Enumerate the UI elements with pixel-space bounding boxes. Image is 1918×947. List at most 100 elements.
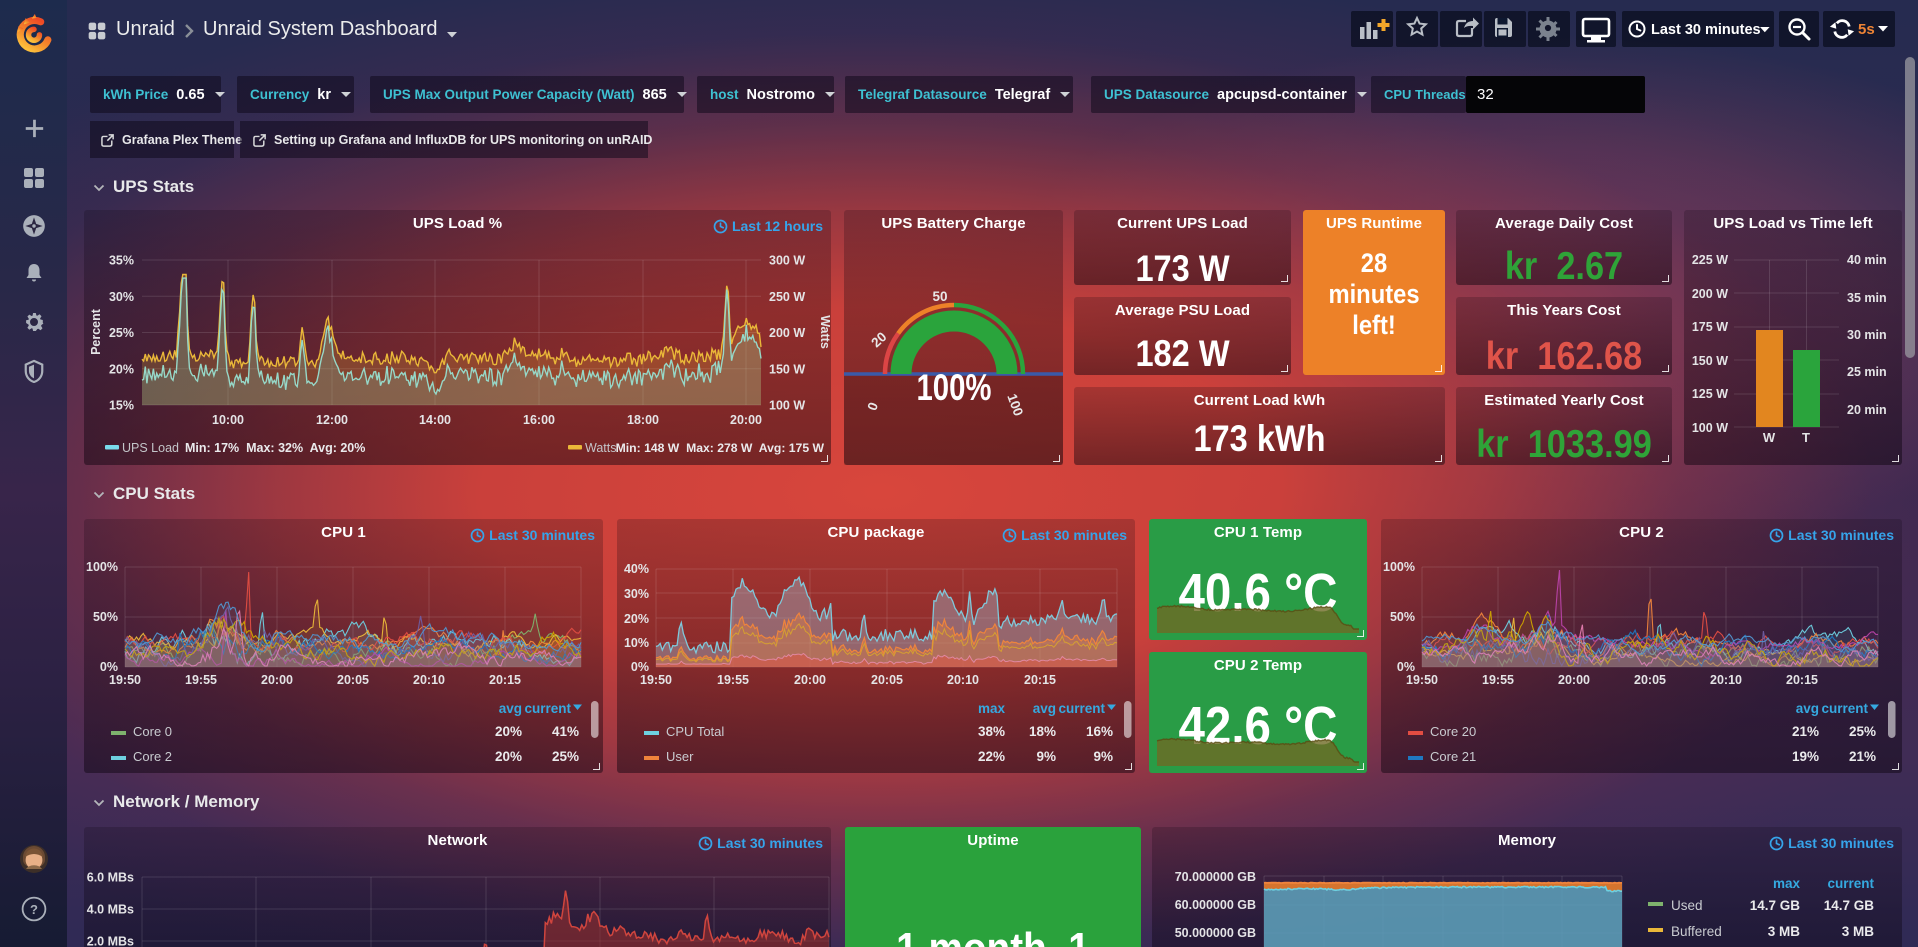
svg-text:9%: 9% — [1036, 749, 1056, 764]
svg-text:18:00: 18:00 — [627, 413, 659, 427]
svg-text:19:55: 19:55 — [185, 673, 217, 687]
svg-text:225 W: 225 W — [1692, 253, 1728, 267]
svg-text:current: current — [1827, 876, 1874, 891]
svg-text:21%: 21% — [1792, 724, 1819, 739]
svg-text:14.7 GB: 14.7 GB — [1824, 898, 1875, 913]
svg-text:Core 20: Core 20 — [1430, 724, 1476, 739]
svg-text:3 MB: 3 MB — [1768, 924, 1801, 939]
svg-text:avg: avg — [499, 701, 522, 716]
svg-text:100%: 100% — [917, 367, 992, 408]
svg-text:15%: 15% — [109, 399, 134, 413]
svg-text:21%: 21% — [1849, 749, 1876, 764]
svg-text:50%: 50% — [1390, 610, 1415, 624]
svg-text:18%: 18% — [1029, 724, 1056, 739]
svg-text:W: W — [1763, 430, 1776, 445]
svg-text:10:00: 10:00 — [212, 413, 244, 427]
svg-text:Percent: Percent — [89, 308, 103, 355]
svg-text:20%: 20% — [624, 612, 649, 626]
svg-text:300 W: 300 W — [769, 254, 805, 268]
svg-text:16:00: 16:00 — [523, 413, 555, 427]
svg-text:30%: 30% — [624, 587, 649, 601]
svg-text:0%: 0% — [1397, 660, 1415, 674]
svg-text:5s: 5s — [1858, 21, 1875, 38]
svg-text:100 W: 100 W — [1692, 421, 1728, 435]
svg-text:25 min: 25 min — [1847, 365, 1887, 379]
svg-text:6.0 MBs: 6.0 MBs — [87, 871, 134, 885]
svg-text:20:00: 20:00 — [794, 673, 826, 687]
svg-text:Watts: Watts — [818, 315, 831, 349]
svg-text:20:10: 20:10 — [1710, 673, 1742, 687]
svg-text:Buffered: Buffered — [1671, 924, 1722, 939]
svg-text:40%: 40% — [624, 562, 649, 576]
svg-text:0%: 0% — [631, 660, 649, 674]
svg-text:0%: 0% — [100, 660, 118, 674]
svg-text:16%: 16% — [1086, 724, 1113, 739]
svg-text:Min: 17% Max: 32% Avg: 20%: Min: 17% Max: 32% Avg: 20% — [185, 441, 365, 455]
svg-text:9%: 9% — [1093, 749, 1113, 764]
svg-text:20%: 20% — [495, 749, 522, 764]
svg-text:100: 100 — [1004, 392, 1026, 418]
svg-text:20%: 20% — [495, 724, 522, 739]
svg-text:20 min: 20 min — [1847, 403, 1887, 417]
svg-text:20:10: 20:10 — [947, 673, 979, 687]
svg-text:20:15: 20:15 — [1024, 673, 1056, 687]
svg-text:20:05: 20:05 — [337, 673, 369, 687]
svg-text:250 W: 250 W — [769, 290, 805, 304]
svg-text:50: 50 — [932, 289, 947, 304]
svg-text:40 min: 40 min — [1847, 253, 1887, 267]
svg-text:20:05: 20:05 — [1634, 673, 1666, 687]
svg-text:20:00: 20:00 — [1558, 673, 1590, 687]
svg-text:Min: 148 W Max: 278 W Avg: 1: Min: 148 W Max: 278 W Avg: 175 W — [616, 441, 825, 455]
svg-text:T: T — [1802, 430, 1810, 445]
svg-text:20:10: 20:10 — [413, 673, 445, 687]
svg-text:19:55: 19:55 — [717, 673, 749, 687]
svg-text:Core 0: Core 0 — [133, 724, 172, 739]
svg-text:22%: 22% — [978, 749, 1005, 764]
svg-text:35 min: 35 min — [1847, 291, 1887, 305]
svg-text:60.000000 GB: 60.000000 GB — [1175, 898, 1256, 912]
svg-text:20%: 20% — [109, 362, 134, 376]
svg-text:50.000000 GB: 50.000000 GB — [1175, 926, 1256, 940]
svg-text:200 W: 200 W — [1692, 287, 1728, 301]
svg-text:20:15: 20:15 — [1786, 673, 1818, 687]
svg-text:100 W: 100 W — [769, 399, 805, 413]
svg-text:3 MB: 3 MB — [1842, 924, 1875, 939]
svg-text:19:50: 19:50 — [640, 673, 672, 687]
svg-text:Used: Used — [1671, 898, 1703, 913]
svg-text:100%: 100% — [86, 560, 118, 574]
svg-text:20: 20 — [868, 329, 889, 350]
svg-text:current: current — [1821, 701, 1868, 716]
svg-text:CPU Total: CPU Total — [666, 724, 724, 739]
svg-text:Watts: Watts — [585, 441, 616, 455]
svg-text:current: current — [524, 701, 571, 716]
svg-text:?: ? — [30, 902, 38, 917]
svg-text:150 W: 150 W — [769, 362, 805, 376]
svg-text:10%: 10% — [624, 636, 649, 650]
svg-text:25%: 25% — [552, 749, 579, 764]
svg-text:max: max — [1773, 876, 1801, 891]
svg-text:20:15: 20:15 — [489, 673, 521, 687]
svg-text:20:00: 20:00 — [261, 673, 293, 687]
svg-text:38%: 38% — [978, 724, 1005, 739]
svg-text:UPS Load: UPS Load — [122, 441, 179, 455]
svg-text:4.0 MBs: 4.0 MBs — [87, 903, 134, 917]
svg-text:25%: 25% — [1849, 724, 1876, 739]
svg-text:avg: avg — [1033, 701, 1056, 716]
svg-text:19%: 19% — [1792, 749, 1819, 764]
svg-text:19:50: 19:50 — [109, 673, 141, 687]
svg-text:100%: 100% — [1383, 560, 1415, 574]
svg-text:35%: 35% — [109, 254, 134, 268]
svg-text:19:55: 19:55 — [1482, 673, 1514, 687]
svg-text:175 W: 175 W — [1692, 320, 1728, 334]
svg-text:19:50: 19:50 — [1406, 673, 1438, 687]
svg-text:20:05: 20:05 — [871, 673, 903, 687]
svg-text:14.7 GB: 14.7 GB — [1750, 898, 1801, 913]
svg-text:Last 30 minutes: Last 30 minutes — [1651, 22, 1761, 38]
svg-text:25%: 25% — [109, 326, 134, 340]
svg-text:50%: 50% — [93, 610, 118, 624]
svg-text:2.0 MBs: 2.0 MBs — [87, 935, 134, 947]
svg-text:30 min: 30 min — [1847, 328, 1887, 342]
svg-text:150 W: 150 W — [1692, 354, 1728, 368]
svg-text:max: max — [978, 701, 1006, 716]
svg-text:12:00: 12:00 — [316, 413, 348, 427]
